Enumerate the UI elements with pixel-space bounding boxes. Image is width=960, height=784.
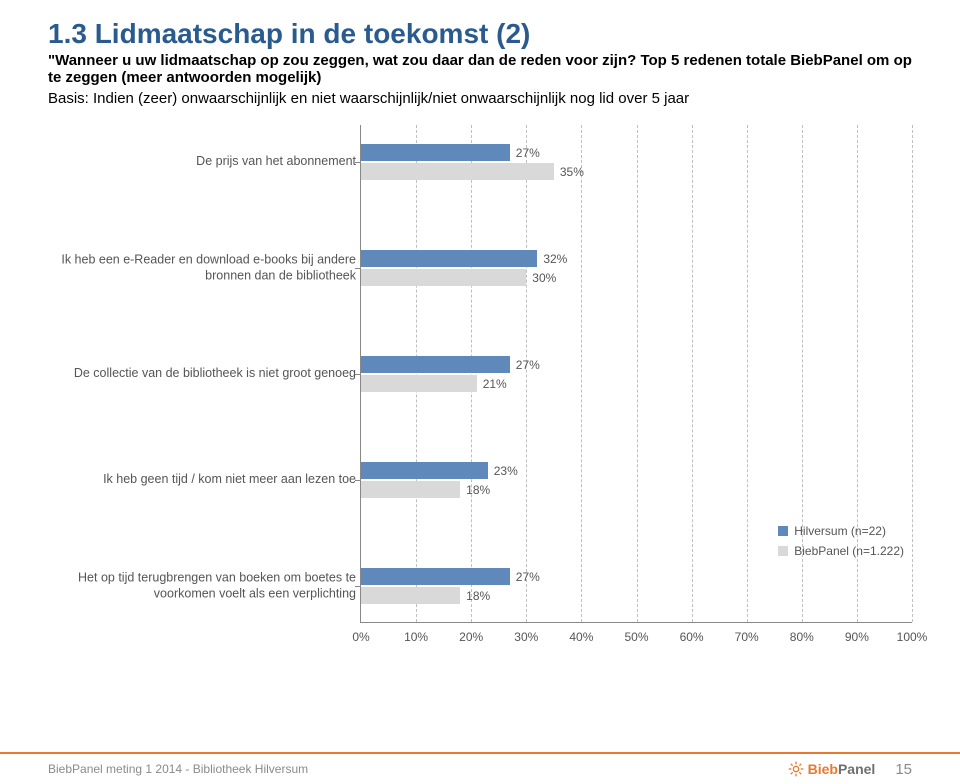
bar-value: 32% bbox=[537, 252, 567, 266]
bar: 23% bbox=[361, 462, 488, 479]
bar-value: 18% bbox=[460, 483, 490, 497]
bar: 32% bbox=[361, 250, 537, 267]
gear-icon bbox=[788, 761, 804, 777]
bar: 27% bbox=[361, 568, 510, 585]
biebpanel-logo: BiebPanel bbox=[788, 761, 876, 777]
bar: 35% bbox=[361, 163, 554, 180]
x-axis-tick: 30% bbox=[514, 630, 538, 644]
x-axis-tick: 80% bbox=[790, 630, 814, 644]
logo-suffix: Panel bbox=[838, 761, 875, 777]
bar-value: 35% bbox=[554, 165, 584, 179]
x-axis-tick: 40% bbox=[569, 630, 593, 644]
legend-swatch bbox=[778, 526, 788, 536]
page-number: 15 bbox=[895, 761, 912, 778]
category-label: De prijs van het abonnement bbox=[56, 154, 356, 170]
legend-swatch bbox=[778, 546, 788, 556]
category-label: Ik heb een e-Reader en download e-books … bbox=[56, 252, 356, 283]
gridline bbox=[416, 125, 417, 622]
bar-value: 23% bbox=[488, 464, 518, 478]
bar-value: 30% bbox=[526, 271, 556, 285]
x-axis-tick: 60% bbox=[680, 630, 704, 644]
gridline bbox=[471, 125, 472, 622]
gridline bbox=[637, 125, 638, 622]
gridline bbox=[692, 125, 693, 622]
legend: Hilversum (n=22) BiebPanel (n=1.222) bbox=[778, 518, 904, 564]
subtitle: "Wanneer u uw lidmaatschap op zou zeggen… bbox=[48, 52, 912, 86]
bar: 18% bbox=[361, 481, 460, 498]
bar: 30% bbox=[361, 269, 526, 286]
x-axis-tick: 90% bbox=[845, 630, 869, 644]
footer: BiebPanel meting 1 2014 - Bibliotheek Hi… bbox=[0, 752, 960, 784]
legend-item: BiebPanel (n=1.222) bbox=[778, 544, 904, 558]
x-axis-tick: 0% bbox=[352, 630, 369, 644]
category-label: Het op tijd terugbrengen van boeken om b… bbox=[56, 570, 356, 601]
bar-value: 27% bbox=[510, 570, 540, 584]
legend-label: BiebPanel (n=1.222) bbox=[794, 544, 904, 558]
x-axis-tick: 50% bbox=[624, 630, 648, 644]
bar: 21% bbox=[361, 375, 477, 392]
category-label: De collectie van de bibliotheek is niet … bbox=[56, 366, 356, 382]
gridline bbox=[581, 125, 582, 622]
bar-value: 21% bbox=[477, 377, 507, 391]
x-axis-tick: 20% bbox=[459, 630, 483, 644]
gridline bbox=[912, 125, 913, 622]
x-axis-tick: 70% bbox=[735, 630, 759, 644]
logo-prefix: Bieb bbox=[808, 761, 838, 777]
basis-note: Basis: Indien (zeer) onwaarschijnlijk en… bbox=[48, 90, 912, 107]
gridline bbox=[747, 125, 748, 622]
bar-value: 18% bbox=[460, 589, 490, 603]
bar: 27% bbox=[361, 144, 510, 161]
bar-value: 27% bbox=[510, 358, 540, 372]
page-title: 1.3 Lidmaatschap in de toekomst (2) bbox=[48, 18, 912, 50]
bar: 18% bbox=[361, 587, 460, 604]
bar-value: 27% bbox=[510, 146, 540, 160]
bar: 27% bbox=[361, 356, 510, 373]
x-axis-tick: 10% bbox=[404, 630, 428, 644]
x-axis-tick: 100% bbox=[897, 630, 928, 644]
footer-text: BiebPanel meting 1 2014 - Bibliotheek Hi… bbox=[48, 762, 308, 776]
category-label: Ik heb geen tijd / kom niet meer aan lez… bbox=[56, 472, 356, 488]
chart: 0%10%20%30%40%50%60%70%80%90%100%27%35%3… bbox=[48, 125, 912, 655]
legend-item: Hilversum (n=22) bbox=[778, 524, 904, 538]
legend-label: Hilversum (n=22) bbox=[794, 524, 886, 538]
plot-area: 0%10%20%30%40%50%60%70%80%90%100%27%35%3… bbox=[360, 125, 912, 623]
gridline bbox=[526, 125, 527, 622]
